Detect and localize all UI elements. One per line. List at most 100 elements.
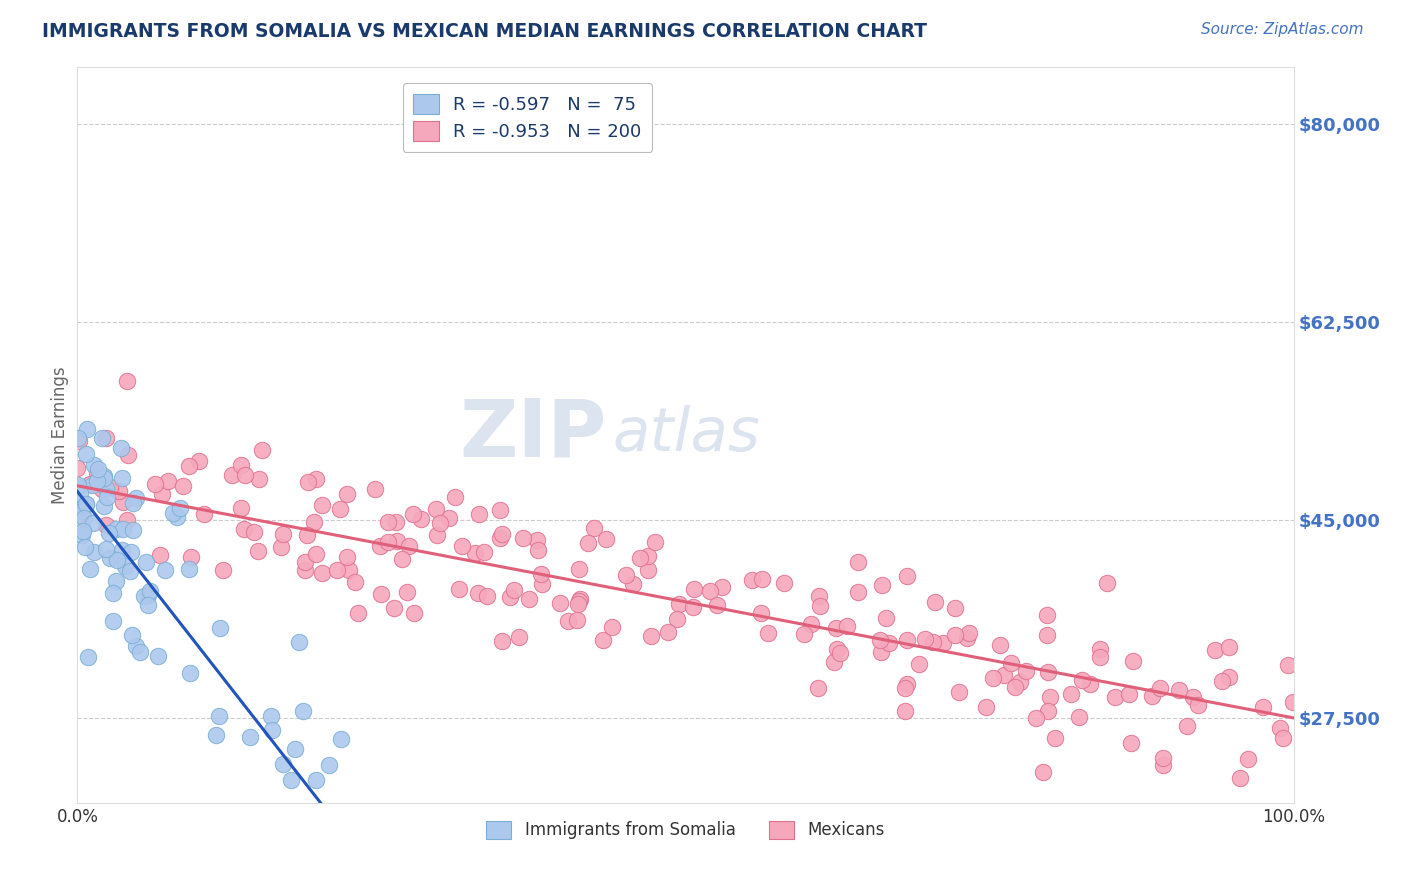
Point	[239, 731, 262, 745]
Point	[893, 704, 915, 718]
Point	[231, 458, 253, 473]
Point	[305, 547, 328, 561]
Point	[1149, 681, 1171, 696]
Point	[294, 555, 316, 569]
Point	[741, 573, 763, 587]
Point	[101, 586, 124, 600]
Point	[1039, 690, 1062, 705]
Point	[271, 757, 294, 772]
Point	[512, 531, 534, 545]
Point	[974, 699, 997, 714]
Point	[75, 447, 97, 461]
Point	[451, 539, 474, 553]
Point	[311, 566, 333, 580]
Point	[69, 486, 91, 500]
Point	[98, 479, 121, 493]
Point	[1122, 654, 1144, 668]
Point	[808, 589, 831, 603]
Point	[114, 559, 136, 574]
Point	[1088, 642, 1111, 657]
Point	[758, 625, 780, 640]
Point	[823, 655, 845, 669]
Point	[111, 471, 134, 485]
Point	[233, 467, 256, 482]
Point	[96, 490, 118, 504]
Point	[668, 597, 690, 611]
Point	[488, 503, 510, 517]
Point	[565, 613, 588, 627]
Point	[530, 567, 553, 582]
Point	[602, 620, 624, 634]
Point	[1229, 771, 1251, 785]
Point	[136, 598, 159, 612]
Point	[280, 773, 302, 788]
Point	[221, 467, 243, 482]
Point	[932, 636, 955, 650]
Point	[491, 527, 513, 541]
Point	[870, 645, 893, 659]
Point	[1038, 665, 1060, 679]
Point	[644, 535, 666, 549]
Point	[595, 532, 617, 546]
Point	[121, 496, 143, 510]
Point	[1036, 607, 1059, 622]
Point	[896, 569, 918, 583]
Point	[111, 542, 134, 557]
Point	[948, 685, 970, 699]
Point	[567, 597, 589, 611]
Point	[1237, 752, 1260, 766]
Point	[444, 491, 467, 505]
Point	[1078, 677, 1101, 691]
Point	[117, 448, 139, 462]
Point	[370, 539, 392, 553]
Point	[169, 501, 191, 516]
Point	[305, 472, 328, 486]
Point	[370, 587, 392, 601]
Point	[824, 621, 846, 635]
Point	[1152, 758, 1174, 772]
Point	[104, 574, 127, 588]
Point	[330, 732, 353, 747]
Point	[233, 522, 256, 536]
Point	[896, 632, 918, 647]
Point	[76, 649, 98, 664]
Point	[517, 592, 540, 607]
Point	[491, 633, 513, 648]
Text: atlas: atlas	[613, 405, 761, 465]
Point	[311, 498, 333, 512]
Point	[121, 628, 143, 642]
Point	[879, 636, 901, 650]
Point	[180, 549, 202, 564]
Point	[252, 442, 274, 457]
Point	[914, 632, 936, 646]
Point	[143, 476, 166, 491]
Point	[288, 635, 311, 649]
Point	[94, 481, 117, 495]
Point	[98, 551, 121, 566]
Point	[1277, 658, 1299, 673]
Point	[827, 641, 849, 656]
Point	[204, 728, 226, 742]
Point	[270, 541, 292, 555]
Point	[706, 598, 728, 612]
Point	[75, 497, 97, 511]
Point	[122, 523, 145, 537]
Point	[83, 545, 105, 559]
Point	[993, 668, 1015, 682]
Point	[1182, 690, 1205, 705]
Point	[120, 545, 142, 559]
Point	[983, 671, 1005, 685]
Point	[988, 638, 1011, 652]
Point	[162, 506, 184, 520]
Point	[1204, 642, 1226, 657]
Point	[93, 470, 115, 484]
Point	[429, 516, 451, 530]
Point	[1060, 687, 1083, 701]
Y-axis label: Median Earnings: Median Earnings	[51, 366, 69, 504]
Point	[326, 564, 349, 578]
Point	[943, 628, 966, 642]
Point	[66, 430, 89, 444]
Point	[336, 549, 359, 564]
Point	[751, 572, 773, 586]
Point	[111, 522, 134, 536]
